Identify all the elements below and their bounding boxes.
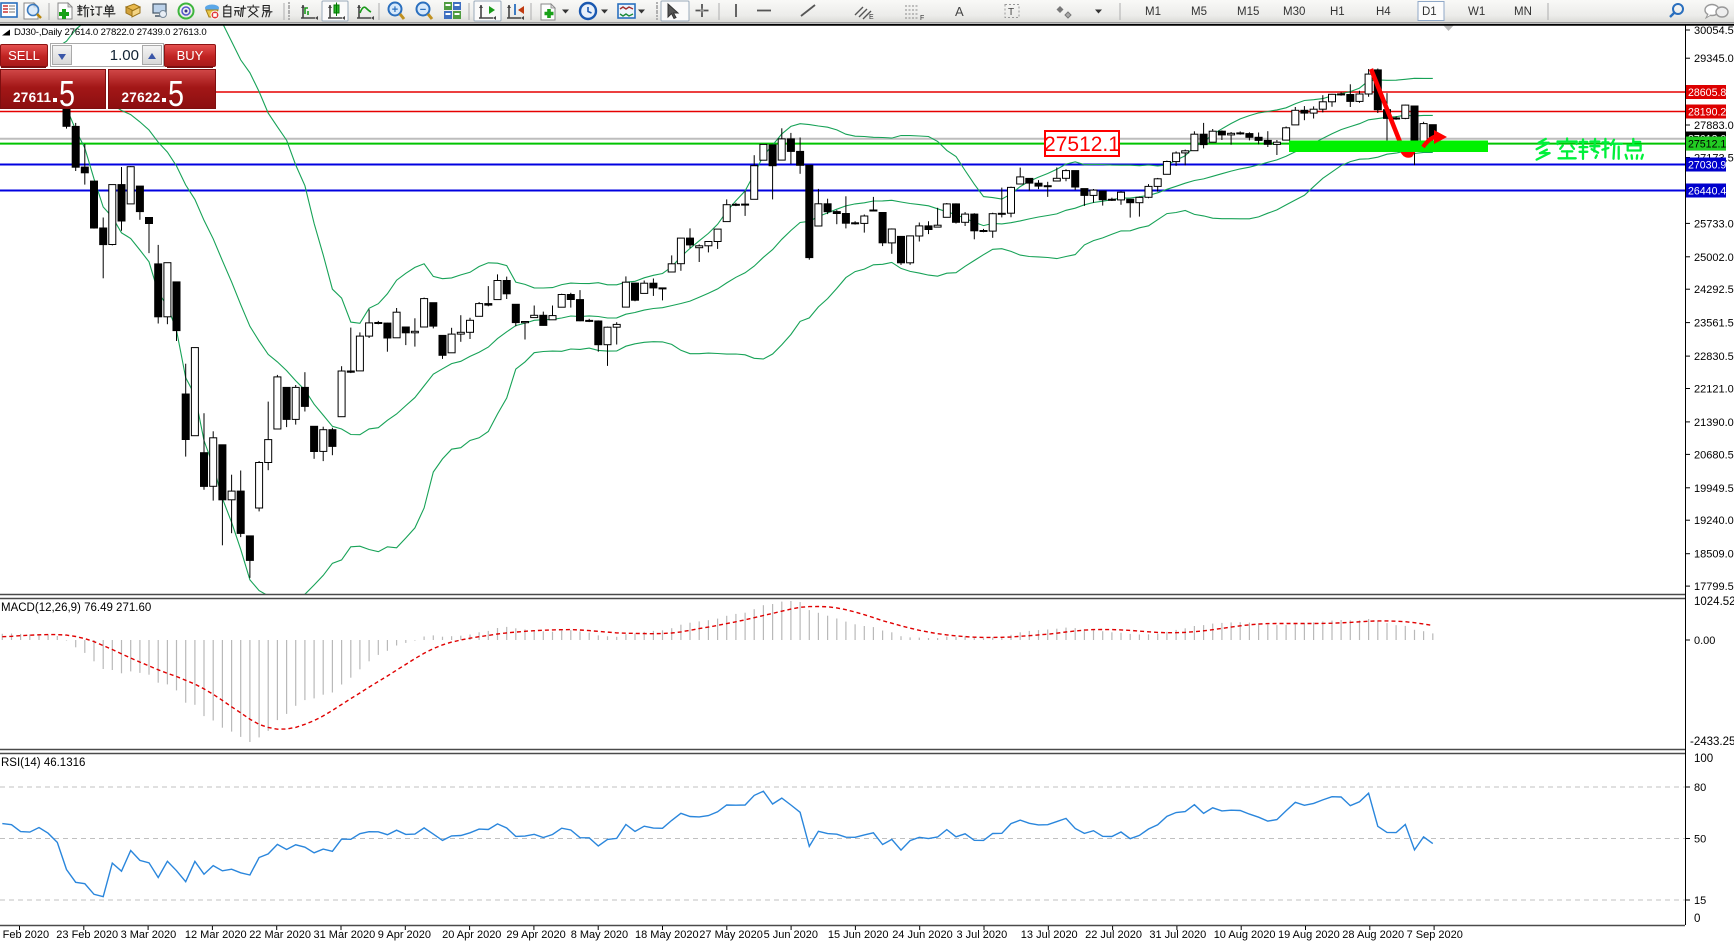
svg-text:25733.0: 25733.0	[1694, 218, 1734, 230]
svg-text:100: 100	[1694, 753, 1713, 765]
svg-text:+: +	[392, 4, 398, 16]
svg-text:27 May 2020: 27 May 2020	[699, 929, 763, 941]
svg-text:23561.5: 23561.5	[1694, 318, 1734, 330]
svg-text:RSI(14) 46.1316: RSI(14) 46.1316	[1, 757, 85, 769]
svg-text:H1: H1	[1330, 6, 1345, 18]
svg-text:27512.1: 27512.1	[1688, 138, 1726, 150]
svg-text:MACD(12,26,9) 76.49 271.60: MACD(12,26,9) 76.49 271.60	[1, 602, 151, 614]
svg-text:22 Jul 2020: 22 Jul 2020	[1085, 929, 1142, 941]
svg-text:7 Sep 2020: 7 Sep 2020	[1407, 929, 1463, 941]
svg-text:H4: H4	[1376, 6, 1391, 18]
svg-text:22121.0: 22121.0	[1694, 384, 1734, 396]
svg-text:19 Aug 2020: 19 Aug 2020	[1278, 929, 1340, 941]
svg-text:M15: M15	[1237, 6, 1259, 18]
svg-text:27030.9: 27030.9	[1688, 159, 1726, 171]
svg-text:A: A	[955, 4, 964, 19]
svg-text:DJ30-,Daily 27614.0 27822.0 2: DJ30-,Daily 27614.0 27822.0 27439.0 2761…	[14, 27, 207, 38]
svg-text:13 Jul 2020: 13 Jul 2020	[1021, 929, 1078, 941]
svg-text:23 Feb 2020: 23 Feb 2020	[56, 929, 118, 941]
svg-text:24 Jun 2020: 24 Jun 2020	[892, 929, 953, 941]
svg-text:24292.5: 24292.5	[1694, 284, 1734, 296]
svg-text:M30: M30	[1283, 6, 1305, 18]
svg-text:27883.0: 27883.0	[1694, 120, 1734, 132]
svg-text:W1: W1	[1468, 6, 1485, 18]
svg-text:31 Jul 2020: 31 Jul 2020	[1149, 929, 1206, 941]
svg-text:M1: M1	[1145, 6, 1161, 18]
svg-text:27512.1: 27512.1	[1044, 133, 1120, 156]
svg-text:15: 15	[1694, 895, 1706, 907]
svg-text:80: 80	[1694, 782, 1706, 794]
svg-text:19949.5: 19949.5	[1694, 483, 1734, 495]
svg-text:28190.2: 28190.2	[1688, 106, 1726, 118]
svg-text:F: F	[920, 15, 924, 22]
svg-text:-2433.25: -2433.25	[1690, 736, 1734, 748]
svg-text:25002.0: 25002.0	[1694, 252, 1734, 264]
svg-text:22 Mar 2020: 22 Mar 2020	[249, 929, 311, 941]
svg-text:8 May 2020: 8 May 2020	[571, 929, 628, 941]
svg-text:3 Feb 2020: 3 Feb 2020	[0, 929, 49, 941]
svg-text:28 Aug 2020: 28 Aug 2020	[1342, 929, 1404, 941]
svg-text:1024.52: 1024.52	[1694, 596, 1734, 608]
svg-text:9 Apr 2020: 9 Apr 2020	[378, 929, 431, 941]
svg-text:0: 0	[1694, 913, 1700, 925]
svg-text:D1: D1	[1422, 6, 1437, 18]
svg-text:29 Apr 2020: 29 Apr 2020	[506, 929, 565, 941]
svg-text:17799.5: 17799.5	[1694, 581, 1734, 593]
svg-text:18 May 2020: 18 May 2020	[635, 929, 699, 941]
svg-text:3 Mar 2020: 3 Mar 2020	[121, 929, 177, 941]
svg-text:10 Aug 2020: 10 Aug 2020	[1214, 929, 1276, 941]
svg-text:50: 50	[1694, 834, 1706, 846]
svg-text:18509.0: 18509.0	[1694, 549, 1734, 561]
svg-text:21390.0: 21390.0	[1694, 417, 1734, 429]
svg-text:MN: MN	[1514, 6, 1532, 18]
svg-text:12 Mar 2020: 12 Mar 2020	[185, 929, 247, 941]
svg-text:3 Jul 2020: 3 Jul 2020	[957, 929, 1008, 941]
svg-text:28605.8: 28605.8	[1688, 87, 1726, 99]
svg-text:26440.4: 26440.4	[1688, 185, 1726, 197]
svg-text:−: −	[420, 4, 426, 16]
svg-text:31 Mar 2020: 31 Mar 2020	[314, 929, 376, 941]
svg-text:0.00: 0.00	[1694, 635, 1715, 647]
svg-text:20680.5: 20680.5	[1694, 449, 1734, 461]
svg-text:29345.0: 29345.0	[1694, 53, 1734, 65]
svg-text:T: T	[1008, 7, 1014, 18]
svg-text:E: E	[869, 14, 874, 21]
svg-text:M5: M5	[1191, 6, 1207, 18]
svg-text:20 Apr 2020: 20 Apr 2020	[442, 929, 501, 941]
svg-text:5 Jun 2020: 5 Jun 2020	[764, 929, 818, 941]
svg-text:30054.5: 30054.5	[1694, 25, 1734, 37]
svg-text:15 Jun 2020: 15 Jun 2020	[828, 929, 889, 941]
svg-text:22830.5: 22830.5	[1694, 351, 1734, 363]
svg-text:19240.0: 19240.0	[1694, 515, 1734, 527]
